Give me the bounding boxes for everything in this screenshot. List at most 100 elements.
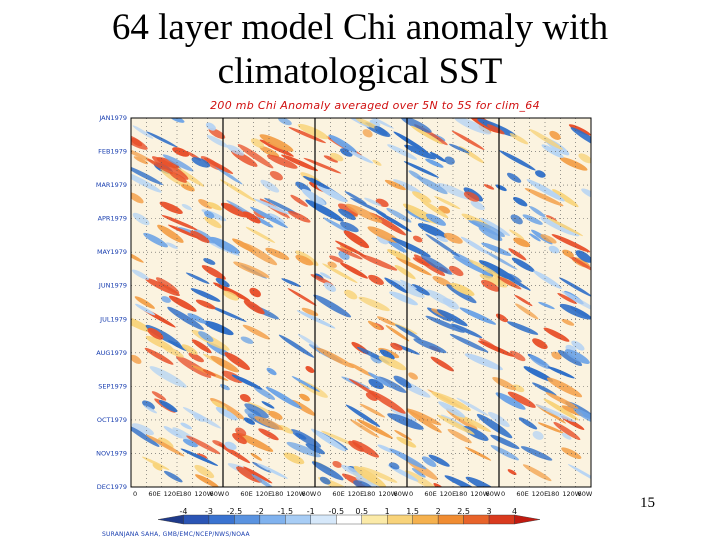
negative-anomaly-streak — [481, 242, 512, 256]
positive-anomaly-streak — [233, 261, 270, 278]
x-tick-label: 60W — [302, 490, 317, 498]
x-tick-label: 60E — [240, 490, 252, 498]
negative-anomaly-streak — [518, 417, 538, 430]
negative-anomaly-streak — [340, 148, 353, 157]
negative-anomaly-streak — [387, 144, 418, 160]
negative-anomaly-streak — [425, 213, 447, 226]
negative-anomaly-streak — [394, 324, 422, 341]
negative-anomaly-streak — [502, 274, 531, 291]
negative-anomaly-streak — [143, 232, 168, 248]
positive-anomaly-streak — [348, 362, 374, 378]
negative-anomaly-streak — [510, 214, 523, 225]
colorbar-swatch — [157, 514, 184, 525]
x-tick-label: 60W — [210, 490, 225, 498]
positive-anomaly-streak — [232, 433, 247, 445]
positive-anomaly-streak — [288, 127, 327, 144]
x-tick-label: 120E — [440, 490, 457, 498]
negative-anomaly-streak — [476, 413, 513, 439]
negative-anomaly-streak — [203, 320, 234, 336]
positive-anomaly-streak — [432, 276, 452, 287]
positive-anomaly-streak — [141, 456, 170, 471]
positive-anomaly-streak — [406, 408, 442, 426]
positive-anomaly-streak — [250, 452, 262, 461]
negative-anomaly-streak — [490, 434, 520, 450]
x-tick-label: 120E — [348, 490, 365, 498]
y-tick-label: JAN1979 — [98, 114, 127, 122]
negative-anomaly-streak — [204, 210, 215, 219]
colorbar-swatch — [208, 514, 235, 525]
y-tick-label: NOV1979 — [96, 449, 127, 457]
positive-anomaly-streak — [212, 440, 226, 448]
positive-anomaly-streak — [568, 124, 591, 136]
positive-anomaly-streak — [362, 129, 373, 138]
positive-anomaly-streak — [378, 355, 407, 371]
negative-anomaly-streak — [278, 334, 315, 358]
positive-anomaly-streak — [305, 366, 315, 373]
y-tick-label: JUL1979 — [99, 315, 127, 323]
positive-anomaly-streak — [509, 133, 529, 145]
positive-anomaly-streak — [543, 398, 579, 421]
negative-anomaly-streak — [442, 297, 459, 310]
x-tick-label: 120W — [194, 490, 213, 498]
negative-anomaly-streak — [581, 188, 591, 199]
positive-anomaly-streak — [322, 263, 358, 284]
negative-anomaly-streak — [215, 406, 238, 421]
positive-anomaly-streak — [412, 191, 432, 203]
positive-anomaly-streak — [529, 129, 563, 150]
negative-anomaly-streak — [523, 366, 554, 382]
positive-anomaly-streak — [191, 339, 212, 354]
x-tick-label: 180 — [363, 490, 375, 498]
negative-anomaly-streak — [529, 233, 541, 242]
negative-anomaly-streak — [389, 291, 418, 306]
negative-anomaly-streak — [385, 238, 407, 253]
x-tick-label: 0 — [317, 490, 321, 498]
positive-anomaly-streak — [169, 171, 187, 183]
positive-anomaly-streak — [301, 307, 319, 316]
positive-anomaly-streak — [168, 295, 197, 312]
negative-anomaly-streak — [388, 462, 400, 470]
positive-anomaly-streak — [524, 188, 564, 207]
negative-anomaly-streak — [353, 480, 374, 487]
positive-anomaly-streak — [316, 347, 355, 369]
negative-anomaly-streak — [570, 127, 591, 151]
negative-anomaly-streak — [547, 366, 575, 379]
positive-anomaly-streak — [269, 170, 283, 181]
negative-anomaly-streak — [323, 217, 352, 234]
y-tick-label: AUG1979 — [96, 349, 127, 357]
positive-anomaly-streak — [546, 216, 584, 237]
negative-anomaly-streak — [520, 446, 553, 461]
negative-anomaly-streak — [561, 432, 572, 440]
slide-title-line-2: climatological SST — [217, 51, 503, 92]
negative-anomaly-streak — [522, 214, 543, 225]
negative-anomaly-streak — [465, 476, 498, 487]
x-tick-label: 180 — [455, 490, 467, 498]
negative-anomaly-streak — [266, 367, 277, 376]
negative-anomaly-streak — [323, 282, 336, 292]
y-tick-label: DEC1979 — [97, 483, 127, 491]
negative-anomaly-streak — [260, 179, 280, 193]
positive-anomaly-streak — [186, 435, 221, 455]
negative-anomaly-streak — [404, 144, 437, 160]
positive-anomaly-streak — [131, 251, 144, 263]
negative-anomaly-streak — [529, 355, 551, 369]
negative-anomaly-streak — [261, 401, 275, 409]
colorbar-swatch — [387, 514, 413, 525]
positive-anomaly-streak — [351, 440, 380, 458]
negative-anomaly-streak — [459, 307, 497, 325]
negative-anomaly-streak — [451, 323, 483, 339]
colorbar-tick-label: -3 — [205, 507, 213, 516]
positive-anomaly-streak — [287, 288, 317, 306]
positive-anomaly-streak — [213, 282, 251, 302]
negative-anomaly-streak — [399, 279, 417, 290]
negative-anomaly-streak — [135, 303, 156, 316]
negative-anomaly-streak — [393, 131, 429, 154]
positive-anomaly-streak — [161, 214, 198, 231]
negative-anomaly-streak — [384, 277, 408, 294]
positive-anomaly-streak — [359, 254, 398, 271]
positive-anomaly-streak — [551, 234, 591, 253]
positive-anomaly-streak — [463, 191, 480, 202]
colorbar-swatch — [412, 514, 439, 525]
colorbar-tick-label: -1 — [307, 507, 315, 516]
y-tick-label: FEB1979 — [98, 148, 127, 156]
positive-anomaly-streak — [483, 184, 495, 190]
